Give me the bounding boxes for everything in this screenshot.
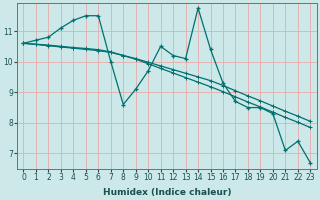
X-axis label: Humidex (Indice chaleur): Humidex (Indice chaleur)	[103, 188, 231, 197]
